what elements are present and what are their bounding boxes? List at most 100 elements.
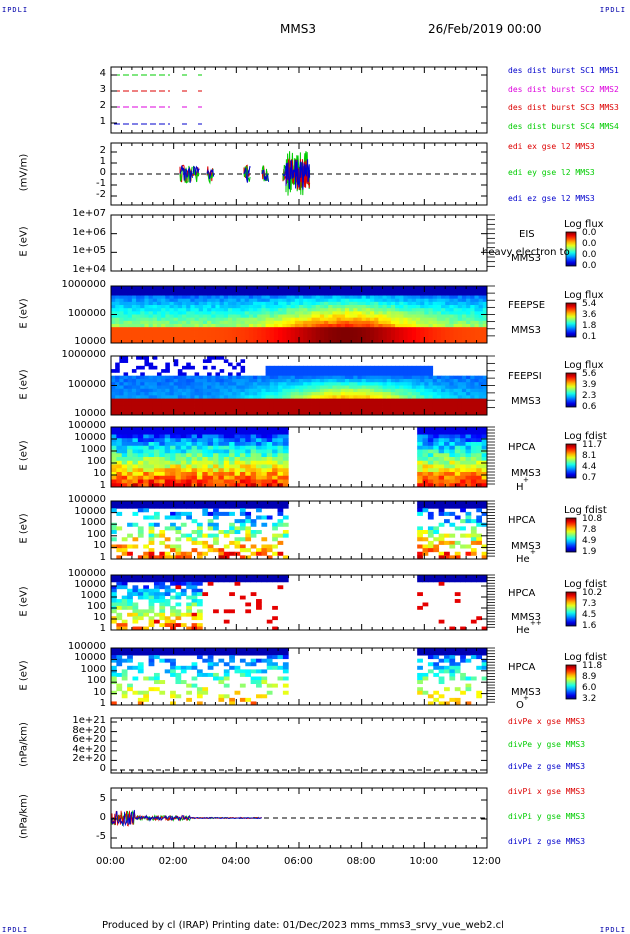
y-tick-label: 100000 xyxy=(67,307,106,319)
legend-entry: des dist burst SC4 MMS4 xyxy=(508,122,619,131)
y-axis-label: (nPa/km) xyxy=(18,794,30,839)
colorbar-value: 11.7 xyxy=(582,440,603,450)
charge-label: + xyxy=(523,694,529,702)
y-tick-label: 1e+04 xyxy=(72,264,106,275)
y-tick-label: 10000 xyxy=(74,505,106,517)
panel-frame xyxy=(110,66,488,134)
y-tick-label: 10000 xyxy=(74,432,106,443)
panel-divpe xyxy=(110,717,488,774)
panel-hpca_hepp xyxy=(110,574,577,631)
instrument-label: FEEPSI xyxy=(508,370,542,382)
colorbar-value: 10.8 xyxy=(582,514,603,524)
instrument-label: HPCA xyxy=(508,442,536,453)
edi-trace xyxy=(192,165,200,176)
y-tick-label: -1 xyxy=(96,178,106,189)
colorbar-value: 1.8 xyxy=(582,321,597,331)
colorbar-value: 0.1 xyxy=(582,332,597,342)
edi-trace xyxy=(206,168,215,180)
colorbar-value: 3.9 xyxy=(582,380,597,390)
panel-eis xyxy=(110,214,577,272)
species-label: H xyxy=(516,482,524,493)
legend-entry: divPi z gse MMS3 xyxy=(508,837,586,846)
y-tick-label: 2e+20 xyxy=(72,753,106,765)
legend-entry: edi ey gse l2 MMS3 xyxy=(508,168,595,177)
panel-frame xyxy=(110,717,488,774)
legend-entry: edi ez gse l2 MMS3 xyxy=(508,194,595,203)
x-tick-label: 00:00 xyxy=(96,856,125,867)
colorbar-value: 0.0 xyxy=(582,250,597,260)
legend-entry: divPi x gse MMS3 xyxy=(508,787,586,796)
colorbar xyxy=(565,664,577,700)
legend-entry: des dist burst SC2 MMS2 xyxy=(508,84,619,94)
colorbar-title: Log fdist xyxy=(564,431,607,442)
panel-hpca_o xyxy=(110,647,577,706)
colorbar-value: 7.8 xyxy=(582,525,597,535)
charge-label: + xyxy=(530,548,536,556)
y-tick-label: 3 xyxy=(99,84,106,95)
colorbar-title: Log flux xyxy=(564,290,604,301)
y-tick-label: -2 xyxy=(96,189,106,200)
colorbar-value: 1.6 xyxy=(582,621,597,631)
y-tick-label: 1000 xyxy=(80,663,106,675)
panel-feepsi xyxy=(110,355,577,416)
edi-trace xyxy=(243,165,251,182)
colorbar-value: 0.0 xyxy=(582,239,597,249)
colorbar-value: 0.0 xyxy=(582,261,597,271)
colorbar xyxy=(565,443,577,479)
colorbar xyxy=(565,372,577,408)
header-left-corner: IPDLI xyxy=(2,6,29,14)
instrument-label: FEEPSE xyxy=(508,299,546,311)
legend-entry: des dist burst SC1 MMS1 xyxy=(508,66,619,75)
divpi-trace xyxy=(111,810,263,827)
y-tick-label: 1000 xyxy=(80,444,106,455)
species-label: He xyxy=(516,554,530,565)
spacecraft-label: MMS3 xyxy=(511,253,541,264)
panel-hpca_h xyxy=(110,426,577,488)
colorbar-value: 10.2 xyxy=(582,588,603,598)
x-tick-label: 06:00 xyxy=(284,856,313,867)
y-tick-label: 1 xyxy=(99,156,106,167)
x-tick-label: 04:00 xyxy=(221,856,251,867)
colorbar-value: 7.3 xyxy=(582,599,597,609)
colorbar-value: 11.8 xyxy=(582,661,603,671)
panel-frame xyxy=(110,214,488,272)
instrument-label: HPCA xyxy=(508,515,536,527)
edi-trace xyxy=(206,168,214,185)
y-tick-label: 1e+06 xyxy=(72,226,106,238)
colorbar-value: 4.9 xyxy=(582,536,597,546)
footer-credits: Produced by cl (IRAP) Printing date: 01/… xyxy=(102,920,504,931)
x-tick-label: 08:00 xyxy=(346,856,376,867)
y-tick-label: 0 xyxy=(99,167,106,178)
y-tick-label: 1 xyxy=(99,698,106,709)
charge-label: ++ xyxy=(530,619,542,627)
colorbar-value: 0.0 xyxy=(582,228,597,238)
y-tick-label: 1e+07 xyxy=(72,208,106,219)
colorbar-value: 5.6 xyxy=(582,369,597,379)
legend-entry: divPe x gse MMS3 xyxy=(508,717,586,726)
colorbar-value: 4.5 xyxy=(582,610,597,620)
y-tick-label: 1000 xyxy=(80,590,106,601)
y-tick-label: 100000 xyxy=(67,420,106,431)
y-tick-label: 1000000 xyxy=(61,279,106,290)
y-tick-label: 100000 xyxy=(67,494,106,505)
x-tick-label: 02:00 xyxy=(158,856,188,867)
species-label: He xyxy=(516,625,530,636)
y-tick-label: 4 xyxy=(99,68,106,79)
y-tick-label: 0 xyxy=(99,763,106,774)
spacecraft-label: MMS3 xyxy=(511,540,541,552)
y-tick-label: 1e+05 xyxy=(72,245,106,257)
y-tick-label: 10 xyxy=(93,612,106,623)
y-tick-label: 1000 xyxy=(80,517,106,529)
plot-date: 26/Feb/2019 00:00 xyxy=(428,22,542,36)
edi-trace xyxy=(185,166,194,183)
y-tick-label: 1e+21 xyxy=(72,715,106,726)
y-tick-label: 10 xyxy=(93,468,106,479)
y-tick-label: 2 xyxy=(99,145,106,156)
y-tick-label: 100000 xyxy=(67,568,106,579)
y-tick-label: 100 xyxy=(86,675,106,687)
y-tick-label: 10000 xyxy=(74,336,106,347)
y-tick-label: 1 xyxy=(99,552,106,563)
y-tick-label: 1 xyxy=(99,623,106,634)
plot-title: MMS3 xyxy=(280,22,316,36)
